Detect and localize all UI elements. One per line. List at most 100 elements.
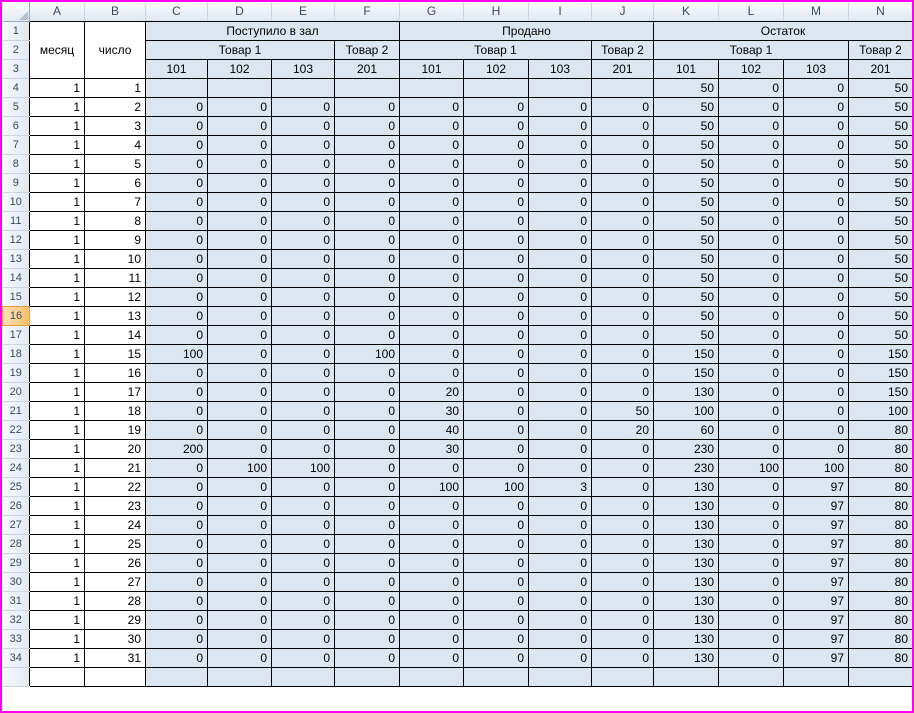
cell[interactable]: 0 — [271, 134, 335, 155]
cell[interactable]: 0 — [718, 172, 784, 193]
cell[interactable]: 50 — [653, 267, 719, 288]
cell[interactable]: 100 — [848, 400, 912, 421]
cell[interactable]: 0 — [718, 647, 784, 668]
cell[interactable]: 0 — [334, 476, 400, 497]
cell[interactable]: 0 — [591, 647, 654, 668]
row-header[interactable]: 28 — [2, 534, 30, 554]
cell[interactable]: 0 — [528, 571, 592, 592]
cell[interactable]: 0 — [718, 628, 784, 649]
cell[interactable]: 20 — [399, 381, 464, 402]
cell[interactable]: 0 — [145, 153, 208, 174]
cell[interactable]: 0 — [145, 248, 208, 269]
cell[interactable]: 50 — [653, 115, 719, 136]
row-header[interactable]: 9 — [2, 173, 30, 193]
cell[interactable]: 0 — [718, 590, 784, 611]
cell[interactable]: 0 — [399, 267, 464, 288]
cell[interactable]: 0 — [271, 552, 335, 573]
row-header[interactable]: 21 — [2, 401, 30, 421]
cell[interactable]: 97 — [783, 514, 849, 535]
cell[interactable]: 0 — [334, 647, 400, 668]
cell[interactable]: 50 — [848, 248, 912, 269]
cell[interactable]: 0 — [591, 533, 654, 554]
cell-month[interactable]: 1 — [29, 115, 85, 136]
cell[interactable]: 0 — [591, 267, 654, 288]
cell-month[interactable]: 1 — [29, 476, 85, 497]
cell[interactable]: 0 — [145, 286, 208, 307]
cell[interactable]: 0 — [399, 457, 464, 478]
column-header[interactable]: J — [591, 2, 654, 22]
row-header[interactable]: 23 — [2, 439, 30, 459]
cell[interactable]: 100 — [207, 457, 272, 478]
cell[interactable]: 0 — [463, 628, 529, 649]
cell[interactable]: 97 — [783, 552, 849, 573]
cell[interactable]: 80 — [848, 647, 912, 668]
cell[interactable]: 50 — [653, 324, 719, 345]
cell[interactable]: 0 — [591, 324, 654, 345]
row-header[interactable]: 26 — [2, 496, 30, 516]
cell-day[interactable]: 29 — [84, 609, 146, 630]
cell[interactable]: 0 — [463, 381, 529, 402]
cell-month[interactable]: 1 — [29, 419, 85, 440]
row-header[interactable]: 30 — [2, 572, 30, 592]
row-header[interactable]: 13 — [2, 249, 30, 269]
cell[interactable]: 0 — [591, 552, 654, 573]
cell[interactable]: 0 — [463, 324, 529, 345]
cell[interactable]: 0 — [528, 400, 592, 421]
select-all-button[interactable] — [2, 2, 30, 22]
cell-day[interactable]: 16 — [84, 362, 146, 383]
group-header-cell[interactable]: Продано — [399, 20, 654, 41]
cell[interactable]: 0 — [334, 533, 400, 554]
cell[interactable]: 0 — [591, 305, 654, 326]
cell[interactable]: 0 — [207, 552, 272, 573]
cell[interactable]: 0 — [334, 191, 400, 212]
row-header[interactable]: 31 — [2, 591, 30, 611]
cell[interactable]: 0 — [145, 647, 208, 668]
cell[interactable] — [207, 77, 272, 98]
cell[interactable]: 0 — [783, 400, 849, 421]
cell[interactable]: 0 — [271, 210, 335, 231]
cell-month[interactable]: 1 — [29, 533, 85, 554]
cell[interactable]: 80 — [848, 495, 912, 516]
cell[interactable]: 0 — [399, 96, 464, 117]
cell[interactable]: 50 — [848, 324, 912, 345]
cell[interactable]: 100 — [463, 476, 529, 497]
cell-month[interactable]: 1 — [29, 210, 85, 231]
cell-day[interactable]: 7 — [84, 191, 146, 212]
cell-month[interactable]: 1 — [29, 400, 85, 421]
row-header[interactable]: 16 — [2, 305, 30, 326]
cell[interactable]: 0 — [207, 590, 272, 611]
cell[interactable]: 150 — [848, 362, 912, 383]
subgroup-header-cell[interactable]: Товар 1 — [399, 39, 592, 60]
cell-day[interactable] — [84, 666, 146, 687]
cell[interactable]: 0 — [591, 362, 654, 383]
cell[interactable]: 0 — [718, 229, 784, 250]
cell[interactable]: 0 — [463, 609, 529, 630]
cell[interactable]: 0 — [399, 609, 464, 630]
cell[interactable]: 0 — [718, 77, 784, 98]
cell[interactable]: 0 — [145, 609, 208, 630]
cell[interactable]: 130 — [653, 495, 719, 516]
cell-day[interactable]: 26 — [84, 552, 146, 573]
cell[interactable]: 0 — [271, 495, 335, 516]
cell[interactable]: 0 — [463, 400, 529, 421]
cell[interactable]: 0 — [399, 134, 464, 155]
cell[interactable]: 0 — [783, 248, 849, 269]
subgroup-header-cell[interactable]: Товар 2 — [334, 39, 400, 60]
row-header[interactable]: 15 — [2, 287, 30, 307]
cell[interactable]: 50 — [653, 305, 719, 326]
cell[interactable] — [463, 666, 529, 687]
cell[interactable]: 0 — [463, 229, 529, 250]
row-header[interactable]: 27 — [2, 515, 30, 535]
cell[interactable]: 0 — [207, 267, 272, 288]
column-header[interactable]: K — [653, 2, 719, 22]
cell[interactable]: 0 — [718, 609, 784, 630]
cell[interactable]: 0 — [718, 495, 784, 516]
column-header[interactable]: G — [399, 2, 464, 22]
cell[interactable]: 230 — [653, 438, 719, 459]
cell-month[interactable]: 1 — [29, 514, 85, 535]
cell[interactable]: 0 — [718, 191, 784, 212]
cell-month[interactable] — [29, 666, 85, 687]
cell[interactable]: 0 — [463, 248, 529, 269]
column-header[interactable]: F — [334, 2, 400, 22]
cell[interactable]: 0 — [591, 457, 654, 478]
